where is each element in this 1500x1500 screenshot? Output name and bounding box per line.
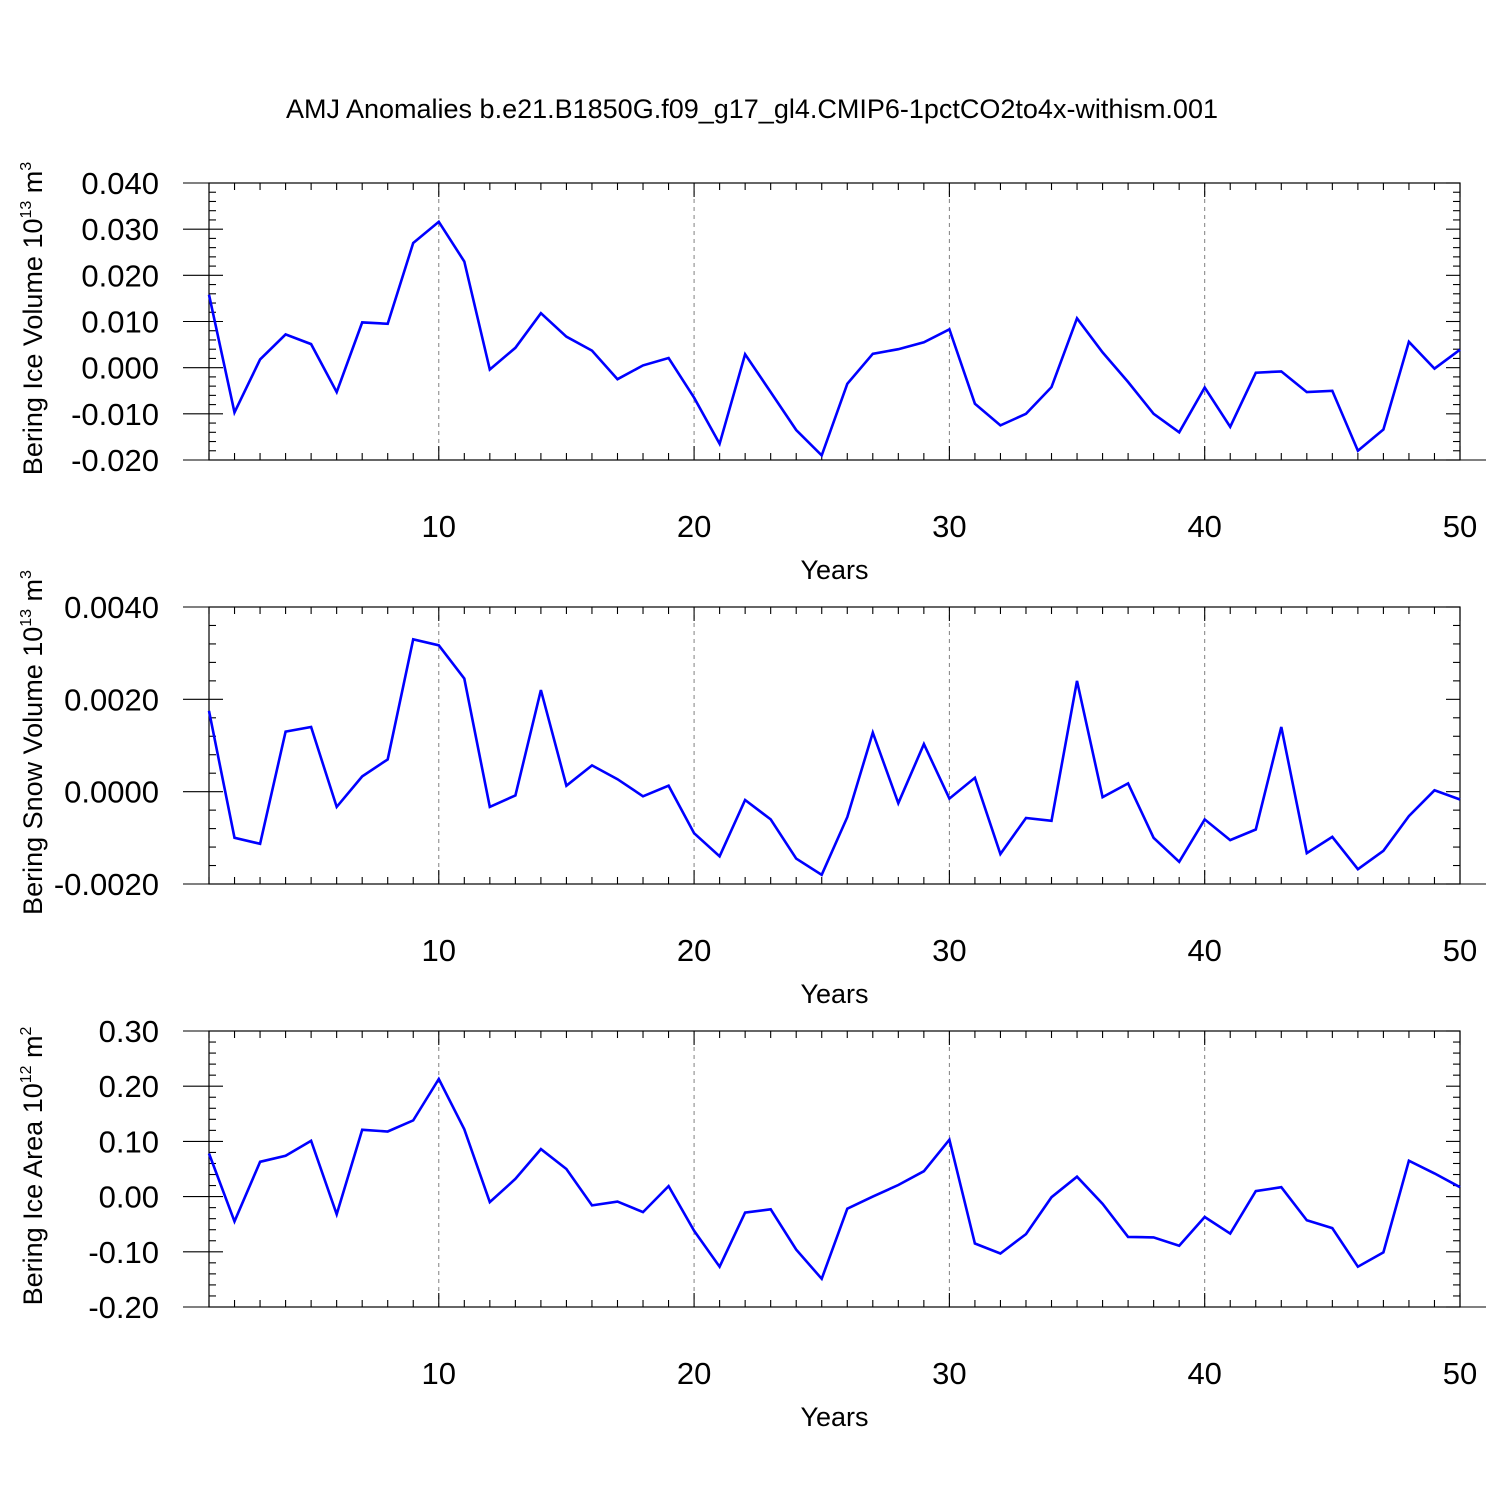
y-axis-label-text: Bering Ice Volume 10 (18, 219, 48, 476)
x-tick-label: 40 (1187, 1356, 1221, 1391)
y-axis-label: Bering Snow Volume 1013 m3 (18, 570, 48, 915)
y-axis-label-unit: m (18, 579, 48, 609)
plot-frame (208, 606, 1461, 885)
y-tick-label: 0.040 (81, 166, 159, 201)
y-axis-label-unit-exponent: 3 (18, 570, 35, 579)
x-tick-label: 30 (932, 933, 966, 968)
x-tick-label: 10 (422, 1356, 456, 1391)
y-tick-label: 0.00 (99, 1180, 159, 1215)
y-axis-label: Bering Ice Area 1012 m2 (18, 1026, 48, 1305)
x-tick-label: 50 (1443, 509, 1477, 544)
x-tick-label: 10 (422, 509, 456, 544)
y-tick-label: 0.0000 (64, 775, 159, 810)
panels: 10 20 30 40 50 Years -0.020 -0.010 0.000 0.010 0.0… (18, 162, 1486, 1432)
x-tick-label: 20 (677, 933, 711, 968)
y-tick-label: 0.010 (81, 305, 159, 340)
x-tick-label: 50 (1443, 1356, 1477, 1391)
y-axis-label: Bering Ice Volume 1013 m3 (18, 162, 48, 475)
y-axis-label-unit: m (18, 171, 48, 201)
x-tick-label: 40 (1187, 933, 1221, 968)
y-tick-label: -0.010 (71, 397, 159, 432)
y-axis-label-exponent: 13 (18, 609, 35, 627)
panel-3: 10 20 30 40 50 Years -0.20 -0.10 0.00 0.10 0.20 0.3… (18, 1014, 1486, 1432)
x-axis-label: Years (800, 555, 868, 585)
figure-title: AMJ Anomalies b.e21.B1850G.f09_g17_gl4.C… (286, 94, 1218, 124)
x-tick-label: 50 (1443, 933, 1477, 968)
y-axis-label-unit-exponent: 3 (18, 162, 35, 171)
panel-2: 10 20 30 40 50 Years -0.0020 0.0000 0.0020 0.0040… (18, 570, 1486, 1009)
y-tick-label: -0.10 (88, 1235, 159, 1270)
y-axis-label-exponent: 13 (18, 201, 35, 219)
series-line (207, 219, 1461, 458)
x-tick-label: 10 (422, 933, 456, 968)
y-tick-label: 0.30 (99, 1014, 159, 1049)
x-tick-label: 20 (677, 1356, 711, 1391)
series-line (207, 1076, 1461, 1282)
x-tick-label: 20 (677, 509, 711, 544)
x-tick-label: 30 (932, 509, 966, 544)
series-line (207, 637, 1461, 877)
y-tick-label: 0.20 (99, 1069, 159, 1104)
x-tick-label: 30 (932, 1356, 966, 1391)
y-tick-label: -0.0020 (54, 867, 159, 902)
y-axis-label-exponent: 12 (18, 1065, 35, 1083)
y-axis-label-unit-exponent: 2 (18, 1026, 35, 1035)
x-axis-label: Years (800, 1402, 868, 1432)
y-tick-label: -0.020 (71, 443, 159, 478)
y-axis-label-text: Bering Ice Area 10 (18, 1083, 48, 1305)
panel-1: 10 20 30 40 50 Years -0.020 -0.010 0.000 0.010 0.0… (18, 162, 1486, 585)
y-tick-label: -0.20 (88, 1290, 159, 1325)
y-tick-label: 0.030 (81, 212, 159, 247)
y-tick-label: 0.0020 (64, 682, 159, 717)
y-tick-label: 0.10 (99, 1124, 159, 1159)
y-axis-label-text: Bering Snow Volume 10 (18, 627, 48, 915)
x-tick-label: 40 (1187, 509, 1221, 544)
y-tick-label: 0.0040 (64, 590, 159, 625)
plot-frame (208, 1030, 1461, 1308)
y-tick-label: 0.020 (81, 258, 159, 293)
y-axis-label-unit: m (18, 1035, 48, 1065)
y-tick-label: 0.000 (81, 351, 159, 386)
x-axis-label: Years (800, 979, 868, 1009)
